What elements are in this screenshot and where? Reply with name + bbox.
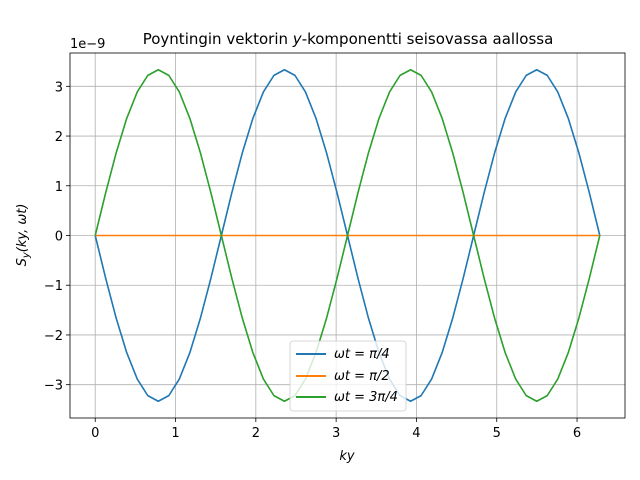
x-tick-label: 5 <box>493 426 501 441</box>
y-tick-label: 3 <box>55 80 63 95</box>
x-tick-label: 2 <box>252 426 260 441</box>
chart-title: Poyntingin vektorin y-komponentti seisov… <box>143 30 554 48</box>
y-tick-label: −2 <box>44 329 63 344</box>
legend-label-series-3: ωt = 3π/4 <box>334 390 398 405</box>
x-tick-label: 6 <box>573 426 581 441</box>
x-axis-label: ky <box>339 449 355 464</box>
x-tick-label: 1 <box>171 426 179 441</box>
y-tick-label: 2 <box>55 130 63 145</box>
y-tick-label: 1 <box>55 180 63 195</box>
legend-item: ωt = π/2 <box>296 369 390 384</box>
x-tick-label: 4 <box>412 426 420 441</box>
legend-label-series-1: ωt = π/4 <box>334 347 390 362</box>
y-tick-label: −3 <box>44 379 63 394</box>
tick-layer: 0 1 2 3 4 5 6 −3 −2 −1 0 1 2 3 <box>44 80 581 441</box>
y-tick-label: −1 <box>44 279 63 294</box>
legend-label-series-2: ωt = π/2 <box>334 369 390 384</box>
legend-item: ωt = 3π/4 <box>296 390 398 405</box>
x-tick-label: 3 <box>332 426 340 441</box>
y-axis-label: Sy(ky, ωt) <box>15 204 32 267</box>
x-tick-label: 0 <box>91 426 99 441</box>
series-line-3 <box>94 68 601 403</box>
y-scale-label: 1e−9 <box>70 37 105 52</box>
legend: ωt = π/4 ωt = π/2 ωt = 3π/4 <box>289 340 407 412</box>
series-layer <box>94 68 601 403</box>
y-tick-label: 0 <box>55 230 63 245</box>
legend-item: ωt = π/4 <box>296 347 390 362</box>
legend-box <box>289 340 407 412</box>
